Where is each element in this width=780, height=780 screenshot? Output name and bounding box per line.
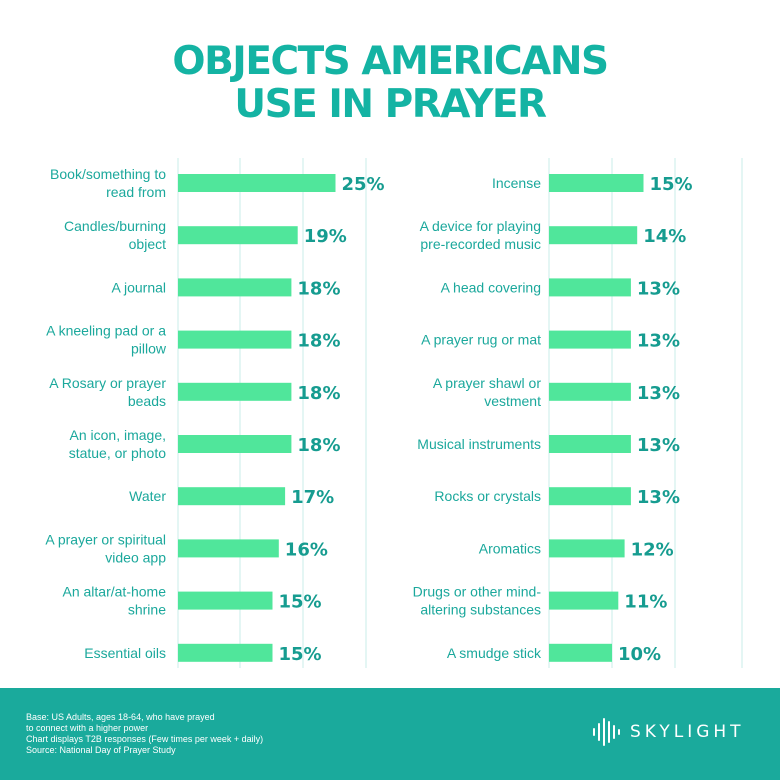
bar	[549, 174, 644, 192]
footnote-line: Base: US Adults, ages 18-64, who have pr…	[26, 712, 215, 722]
value-label: 12%	[631, 539, 674, 560]
category-label: An altar/at-home	[63, 584, 167, 600]
category-label: A head covering	[441, 279, 541, 295]
value-label: 13%	[637, 435, 680, 456]
category-label: pre-recorded music	[420, 236, 541, 252]
category-label: A prayer shawl or	[433, 375, 541, 391]
bar	[178, 487, 286, 506]
bar	[178, 278, 292, 297]
footnote-line: Chart displays T2B responses (Few times …	[26, 734, 264, 744]
footnote-line: Source: National Day of Prayer Study	[26, 745, 176, 755]
value-label: 15%	[279, 644, 322, 665]
category-label: A prayer or spiritual	[45, 531, 166, 547]
value-label: 14%	[643, 226, 686, 247]
bar	[549, 591, 619, 610]
value-label: 13%	[637, 278, 680, 299]
category-label: Incense	[492, 175, 541, 191]
category-label: Aromatics	[479, 540, 541, 556]
category-label: beads	[128, 393, 166, 409]
bar	[549, 382, 631, 401]
bar	[549, 435, 631, 453]
value-label: 15%	[650, 174, 693, 195]
value-label: 10%	[618, 644, 661, 665]
bar	[178, 382, 292, 401]
category-label: A prayer rug or mat	[421, 332, 541, 348]
category-label: read from	[106, 184, 166, 200]
value-label: 18%	[297, 331, 340, 352]
bar	[178, 591, 273, 610]
bar	[549, 330, 631, 349]
category-label: Water	[129, 488, 166, 504]
value-label: 18%	[297, 383, 340, 404]
value-label: 13%	[637, 331, 680, 352]
category-label: Candles/burning	[64, 218, 166, 234]
value-label: 16%	[285, 539, 328, 560]
footnote: Base: US Adults, ages 18-64, who have pr…	[26, 712, 263, 756]
bar	[178, 330, 292, 349]
bar	[178, 174, 336, 192]
category-label: object	[129, 236, 166, 252]
bar	[549, 226, 638, 245]
value-label: 18%	[297, 435, 340, 456]
category-label: vestment	[484, 393, 541, 409]
category-label: Essential oils	[84, 645, 166, 661]
value-label: 11%	[624, 592, 667, 613]
footnote-line: to connect with a higher power	[26, 723, 149, 733]
category-label: Musical instruments	[417, 436, 541, 452]
value-label: 15%	[279, 592, 322, 613]
category-label: shrine	[128, 602, 166, 618]
category-label: Book/something to	[50, 166, 166, 182]
chart-title: OBJECTS AMERICANS USE IN PRAYER	[0, 40, 780, 126]
value-label: 19%	[304, 226, 347, 247]
bar	[549, 643, 612, 662]
skylight-logo: SKYLIGHT	[592, 718, 745, 746]
category-label: video app	[105, 549, 166, 565]
category-label: statue, or photo	[69, 445, 167, 461]
category-label: Rocks or crystals	[434, 488, 541, 504]
category-label: A Rosary or prayer	[49, 375, 166, 391]
brand-name: SKYLIGHT	[630, 722, 745, 742]
bar	[178, 226, 298, 245]
value-label: 13%	[637, 383, 680, 404]
footer-band: Base: US Adults, ages 18-64, who have pr…	[0, 688, 780, 780]
category-label: A kneeling pad or a	[46, 323, 166, 339]
bar	[178, 435, 292, 453]
category-label: A device for playing	[420, 218, 541, 234]
value-label: 17%	[291, 487, 334, 508]
category-label: A journal	[112, 279, 166, 295]
bar	[549, 539, 625, 558]
title-line-1: OBJECTS AMERICANS	[172, 39, 609, 84]
bar	[178, 539, 279, 558]
bar	[549, 278, 631, 297]
title-line-2: USE IN PRAYER	[234, 82, 547, 127]
value-label: 18%	[297, 278, 340, 299]
bar-chart: Book/something to read from 25% Candles/bur…	[45, 158, 743, 668]
bar	[549, 487, 631, 506]
value-label: 13%	[637, 487, 680, 508]
soundwave-icon	[593, 718, 620, 746]
bar	[178, 643, 273, 662]
value-label: 25%	[342, 174, 385, 195]
category-label: Drugs or other mind-	[413, 584, 542, 600]
category-label: pillow	[131, 341, 167, 357]
category-label: altering substances	[420, 602, 541, 618]
category-label: A smudge stick	[447, 645, 542, 661]
category-label: An icon, image,	[70, 427, 167, 443]
